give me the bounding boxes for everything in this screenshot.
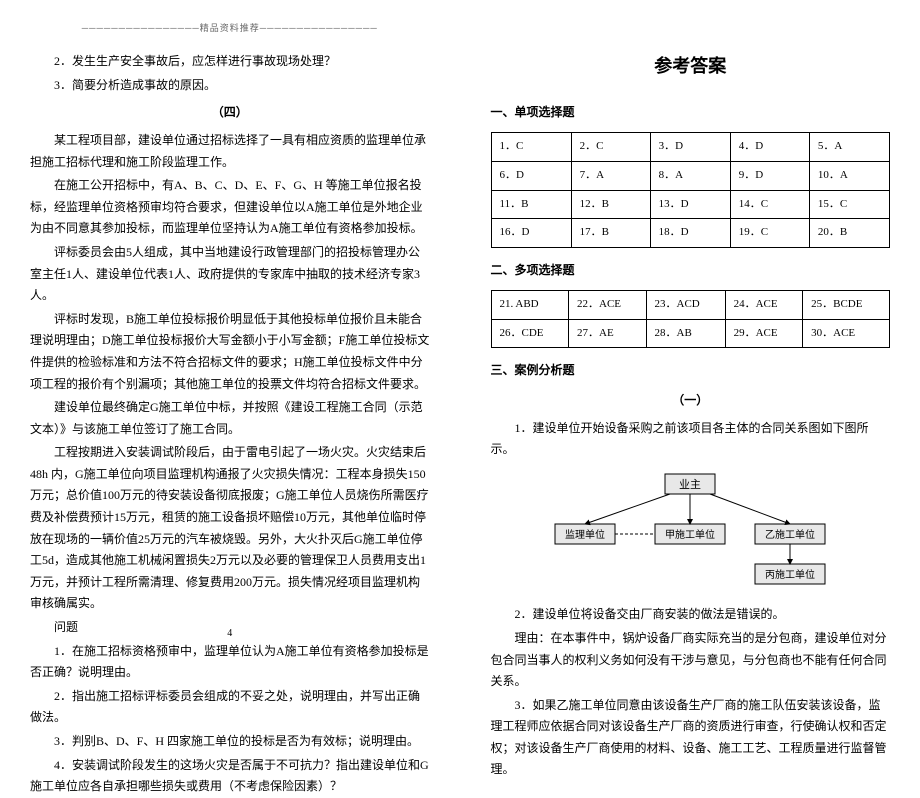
cell: 5．A: [809, 132, 889, 161]
cell: 7．A: [571, 161, 650, 190]
case-line-2: 2．建设单位将设备交由厂商安装的做法是错误的。: [491, 604, 891, 626]
cell: 8．A: [650, 161, 730, 190]
para-3: 评标委员会由5人组成，其中当地建设行政管理部门的招投标管理办公室主任1人、建设单…: [30, 242, 430, 307]
line-q2: 2．发生生产安全事故后，应怎样进行事故现场处理？: [30, 51, 430, 73]
diagram-contractor-c: 丙施工单位: [765, 568, 815, 581]
section-3-title: 三、案例分析题: [491, 360, 891, 382]
question-3: 3．判别B、D、F、H 四家施工单位的投标是否为有效标；说明理由。: [30, 731, 430, 753]
cell: 17．B: [571, 219, 650, 248]
question-1: 1．在施工招标资格预审中，监理单位认为A施工单位有资格参加投标是否正确？说明理由…: [30, 641, 430, 684]
cell: 3．D: [650, 132, 730, 161]
diagram-owner: 业主: [679, 478, 701, 491]
cell: 13．D: [650, 190, 730, 219]
single-choice-table: 1．C 2．C 3．D 4．D 5．A 6．D 7．A 8．A 9．D 10．A…: [491, 132, 891, 248]
cell: 14．C: [730, 190, 809, 219]
cell: 12．B: [571, 190, 650, 219]
case-line-1: 1．建设单位开始设备采购之前该项目各主体的合同关系图如下图所示。: [491, 418, 891, 461]
question-4: 4．安装调试阶段发生的这场火灾是否属于不可抗力？指出建设单位和G施工单位应各自承…: [30, 755, 430, 798]
case-line-3: 理由：在本事件中，锅炉设备厂商实际充当的是分包商，建设单位对分包合同当事人的权利…: [491, 628, 891, 693]
cell: 23．ACD: [646, 290, 725, 319]
cell: 18．D: [650, 219, 730, 248]
answer-title: 参考答案: [491, 50, 891, 82]
para-1: 某工程项目部，建设单位通过招标选择了一具有相应资质的监理单位承担施工招标代理和施…: [30, 130, 430, 173]
case-line-4: 3．如果乙施工单位同意由该设备生产厂商的施工队伍安装该设备，监理工程师应依据合同…: [491, 695, 891, 781]
para-4: 评标时发现，B施工单位投标报价明显低于其他投标单位报价且未能合理说明理由；D施工…: [30, 309, 430, 395]
diagram-contractor-a: 甲施工单位: [665, 528, 715, 541]
para-6: 工程按期进入安装调试阶段后，由于雷电引起了一场火灾。火灾结束后 48h 内，G施…: [30, 442, 430, 615]
cell: 9．D: [730, 161, 809, 190]
cell: 4．D: [730, 132, 809, 161]
left-page: ────────────────精品资料推荐──────────────── 2…: [0, 0, 461, 651]
relationship-diagram: 业主 监理单位 甲施工单位 乙施工单位 丙施工单位: [491, 469, 891, 597]
line-q3: 3．简要分析造成事故的原因。: [30, 75, 430, 97]
cell: 6．D: [491, 161, 571, 190]
cell: 11．B: [491, 190, 571, 219]
section-4-title: （四）: [30, 102, 430, 124]
cell: 24．ACE: [725, 290, 803, 319]
cell: 30．ACE: [803, 319, 890, 348]
cell: 1．C: [491, 132, 571, 161]
cell: 27．AE: [569, 319, 647, 348]
para-5: 建设单位最终确定G施工单位中标，并按照《建设工程施工合同（示范文本）》与该施工单…: [30, 397, 430, 440]
section-1-title: 一、单项选择题: [491, 102, 891, 124]
cell: 26．CDE: [491, 319, 569, 348]
cell: 22．ACE: [569, 290, 647, 319]
cell: 15．C: [809, 190, 889, 219]
table-row: 11．B 12．B 13．D 14．C 15．C: [491, 190, 890, 219]
para-2: 在施工公开招标中，有A、B、C、D、E、F、G、H 等施工单位报名投标，经监理单…: [30, 175, 430, 240]
diagram-supervise: 监理单位: [565, 528, 605, 541]
cell: 19．C: [730, 219, 809, 248]
page-number: 4: [227, 625, 232, 643]
cell: 25．BCDE: [803, 290, 890, 319]
table-row: 6．D 7．A 8．A 9．D 10．A: [491, 161, 890, 190]
section-2-title: 二、多项选择题: [491, 260, 891, 282]
table-row: 1．C 2．C 3．D 4．D 5．A: [491, 132, 890, 161]
cell: 21. ABD: [491, 290, 569, 319]
right-page: 参考答案 一、单项选择题 1．C 2．C 3．D 4．D 5．A 6．D 7．A…: [461, 0, 920, 651]
table-row: 26．CDE 27．AE 28．AB 29．ACE 30．ACE: [491, 319, 890, 348]
question-2: 2．指出施工招标评标委员会组成的不妥之处，说明理由，并写出正确做法。: [30, 686, 430, 729]
cell: 2．C: [571, 132, 650, 161]
table-row: 16．D 17．B 18．D 19．C 20．B: [491, 219, 890, 248]
diagram-contractor-b: 乙施工单位: [765, 528, 815, 541]
cell: 10．A: [809, 161, 889, 190]
header-ornament: ────────────────精品资料推荐────────────────: [30, 20, 430, 36]
cell: 28．AB: [646, 319, 725, 348]
cell: 16．D: [491, 219, 571, 248]
table-row: 21. ABD 22．ACE 23．ACD 24．ACE 25．BCDE: [491, 290, 890, 319]
multi-choice-table: 21. ABD 22．ACE 23．ACD 24．ACE 25．BCDE 26．…: [491, 290, 891, 349]
section-3-sub: （一）: [491, 390, 891, 412]
cell: 20．B: [809, 219, 889, 248]
cell: 29．ACE: [725, 319, 803, 348]
